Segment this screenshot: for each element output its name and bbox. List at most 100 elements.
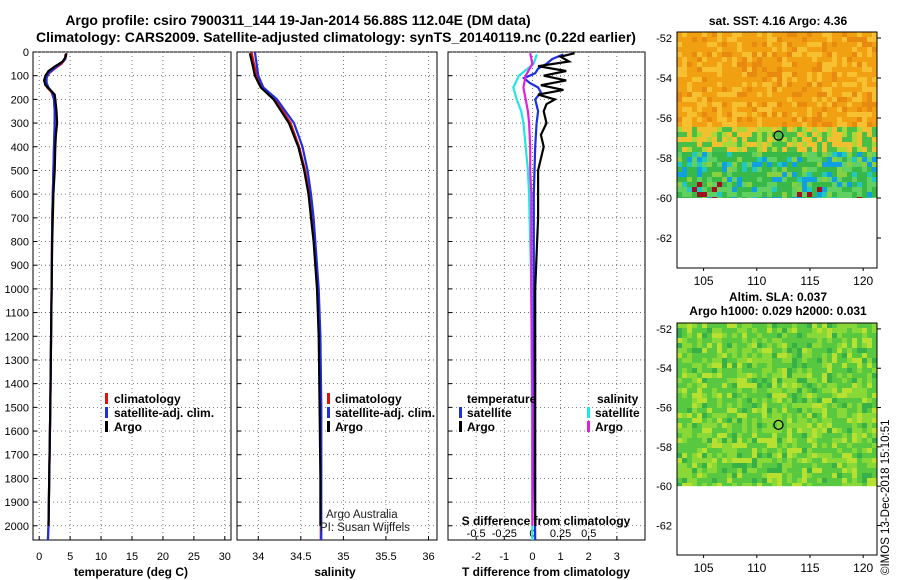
map-cell <box>802 358 807 363</box>
map-cell <box>862 403 867 408</box>
map-cell <box>797 413 802 418</box>
map-cell <box>692 438 697 443</box>
map-cell <box>852 152 857 157</box>
map-cell <box>727 438 732 443</box>
map-cell <box>837 137 842 142</box>
map-cell <box>832 433 837 438</box>
map-cell <box>707 107 712 112</box>
map-cell <box>722 418 727 423</box>
map-cell <box>797 32 802 37</box>
map-cell <box>727 72 732 77</box>
map-cell <box>852 383 857 388</box>
map-cell <box>852 428 857 433</box>
map-cell <box>707 323 712 328</box>
map-cell <box>682 408 687 413</box>
map-cell <box>702 177 707 182</box>
map-cell <box>727 388 732 393</box>
map-cell <box>797 358 802 363</box>
map-cell <box>822 102 827 107</box>
map-cell <box>797 333 802 338</box>
map-cell <box>867 323 872 328</box>
map-cell <box>732 398 737 403</box>
map-cell <box>747 423 752 428</box>
map-cell <box>752 187 757 192</box>
map-cell <box>827 373 832 378</box>
map-cell <box>692 62 697 67</box>
map-cell <box>732 152 737 157</box>
map-cell <box>832 67 837 72</box>
map-cell <box>762 127 767 132</box>
map-cell <box>787 32 792 37</box>
map-blank-region <box>677 486 877 555</box>
map-cell <box>842 127 847 132</box>
map-cell <box>777 413 782 418</box>
map-cell <box>687 438 692 443</box>
map-cell <box>797 423 802 428</box>
map-cell <box>842 62 847 67</box>
map-cell <box>792 323 797 328</box>
map-cell <box>817 453 822 458</box>
map-cell <box>737 353 742 358</box>
map-cell <box>707 338 712 343</box>
map-cell <box>762 42 767 47</box>
map-cell <box>717 167 722 172</box>
map-cell <box>762 358 767 363</box>
map-cell <box>832 348 837 353</box>
map-cell <box>757 483 762 488</box>
map-cell <box>832 438 837 443</box>
map-cell <box>717 333 722 338</box>
map-cell <box>732 62 737 67</box>
map-cell <box>872 358 877 363</box>
map-cell <box>687 102 692 107</box>
map-cell <box>737 132 742 137</box>
map-cell <box>762 323 767 328</box>
map-cell <box>867 147 872 152</box>
map-cell <box>852 137 857 142</box>
map-cell <box>797 448 802 453</box>
map-cell <box>712 62 717 67</box>
map-cell <box>797 483 802 488</box>
map-cell <box>682 378 687 383</box>
map-cell <box>787 388 792 393</box>
map-cell <box>812 323 817 328</box>
map-cell <box>722 137 727 142</box>
map-cell <box>867 47 872 52</box>
map-cell <box>727 137 732 142</box>
map-cell <box>777 403 782 408</box>
map-cell <box>867 187 872 192</box>
map-cell <box>822 438 827 443</box>
map-cell <box>702 77 707 82</box>
map-cell <box>757 157 762 162</box>
map-cell <box>792 122 797 127</box>
map-cell <box>842 348 847 353</box>
map-cell <box>692 378 697 383</box>
map-cell <box>777 343 782 348</box>
map-cell <box>847 62 852 67</box>
map-cell <box>722 393 727 398</box>
map-cell <box>712 157 717 162</box>
legend-label-s-argo: Argo <box>595 420 623 434</box>
map-cell <box>817 107 822 112</box>
tick-label-x: 30 <box>219 551 231 563</box>
map-cell <box>787 353 792 358</box>
map-cell <box>712 127 717 132</box>
map-cell <box>807 333 812 338</box>
map-cell <box>732 443 737 448</box>
map-cell <box>787 373 792 378</box>
map-cell <box>867 72 872 77</box>
map-cell <box>802 433 807 438</box>
map-cell <box>687 433 692 438</box>
map-cell <box>702 483 707 488</box>
map-cell <box>682 348 687 353</box>
map-cell <box>847 358 852 363</box>
map-cell <box>747 182 752 187</box>
map-cell <box>807 112 812 117</box>
map-cell <box>757 187 762 192</box>
map-cell <box>867 37 872 42</box>
map-cell <box>702 408 707 413</box>
map-cell <box>742 328 747 333</box>
map-cell <box>677 142 682 147</box>
map-cell <box>842 142 847 147</box>
map-cell <box>712 448 717 453</box>
map-cell <box>762 388 767 393</box>
